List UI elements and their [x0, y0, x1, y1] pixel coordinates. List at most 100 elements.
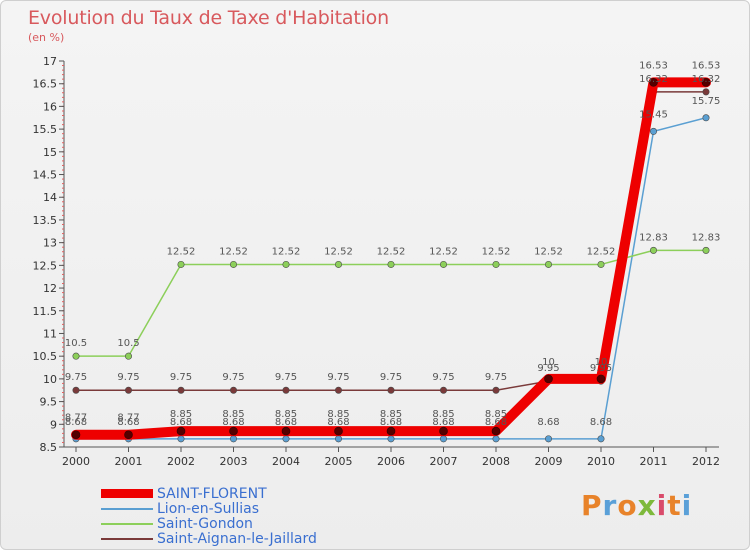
data-point — [125, 352, 133, 360]
data-label: 16.32 — [692, 74, 721, 85]
data-label: 12.83 — [639, 232, 668, 243]
data-label: 9.75 — [170, 372, 192, 383]
data-label: 9.95 — [590, 363, 612, 374]
data-point — [281, 426, 291, 436]
y-tick-label: 16 — [43, 100, 57, 113]
data-point — [124, 430, 133, 440]
data-point — [334, 260, 342, 268]
data-label: 9.75 — [327, 372, 349, 383]
x-tick-label: 2003 — [220, 455, 248, 468]
data-label-layer: 8.77 8.77 8.85 8.85 8.85 8.85 8.85 8.85 8.85 10 10… — [65, 60, 720, 427]
y-tick-label: 10.5 — [33, 350, 58, 363]
chart-unit: (en %) — [28, 31, 65, 44]
legend: SAINT-FLORENT Lion-en-Sullias Saint-Gondon… — [101, 485, 317, 547]
data-point — [334, 426, 343, 436]
legend-swatch — [101, 522, 153, 525]
legend-swatch — [101, 489, 153, 498]
x-tick-label: 2009 — [535, 455, 563, 468]
data-point — [177, 260, 185, 268]
data-point — [491, 426, 501, 436]
data-label: 10.5 — [65, 338, 87, 349]
data-point — [702, 88, 710, 96]
legend-item: Saint-Aignan-le-Jaillard — [101, 530, 317, 547]
data-point — [544, 435, 552, 443]
data-point — [387, 260, 395, 268]
series-layer — [71, 77, 711, 443]
legend-swatch — [101, 537, 153, 540]
y-tick-label: 11 — [43, 327, 57, 340]
data-label: 10 — [542, 357, 555, 368]
data-point — [492, 260, 500, 268]
data-point — [282, 435, 290, 443]
data-point — [492, 435, 500, 443]
series-saint-aignan-le-jaillard — [72, 88, 710, 394]
y-tick-label: 14.5 — [33, 169, 58, 182]
data-label: 8.85 — [275, 409, 297, 420]
data-point — [334, 386, 342, 394]
y-tick-label: 8.5 — [40, 441, 58, 454]
axes: 8.5 9 9.5 10 10.5 11 11.5 12 12.5 13 13.5 14 14.5 15 1… — [33, 55, 721, 468]
data-label: 12.52 — [377, 246, 406, 257]
data-label: 16.32 — [639, 74, 668, 85]
data-label: 15.45 — [639, 109, 668, 120]
brand-letter: i — [681, 489, 693, 522]
y-tick-label: 9.5 — [40, 396, 58, 409]
x-tick-label: 2006 — [377, 455, 405, 468]
data-label: 9.95 — [537, 363, 559, 374]
legend-label: SAINT-FLORENT — [157, 485, 267, 502]
data-label: 16.53 — [639, 60, 668, 71]
data-point — [492, 386, 500, 394]
brand-letter: t — [667, 489, 682, 522]
data-label: 12.52 — [272, 246, 301, 257]
legend-label: Saint-Gondon — [157, 515, 253, 532]
data-label: 8.68 — [380, 417, 402, 428]
data-label: 8.68 — [485, 417, 507, 428]
data-label: 8.85 — [222, 409, 244, 420]
brand-letter: o — [617, 489, 638, 522]
data-label: 8.85 — [432, 409, 454, 420]
x-tick-label: 2012 — [692, 455, 720, 468]
data-point — [387, 386, 395, 394]
data-label: 9.75 — [222, 372, 244, 383]
data-point — [282, 260, 290, 268]
data-point — [439, 260, 447, 268]
y-tick-label: 13.5 — [33, 214, 58, 227]
data-label: 16.53 — [692, 60, 721, 71]
data-label: 8.85 — [380, 409, 402, 420]
data-point — [597, 260, 605, 268]
x-tick-label: 2000 — [62, 455, 90, 468]
series-saint-florent — [71, 77, 711, 440]
x-tick-label: 2005 — [325, 455, 353, 468]
y-tick-label: 14 — [43, 191, 57, 204]
data-label: 15.75 — [692, 96, 721, 107]
data-label: 8.85 — [485, 409, 507, 420]
data-label: 12.83 — [692, 232, 721, 243]
legend-label: Saint-Aignan-le-Jaillard — [157, 530, 317, 547]
data-label: 10 — [595, 357, 608, 368]
data-point — [230, 435, 238, 443]
data-label: 8.68 — [222, 417, 244, 428]
y-tick-label: 16.5 — [33, 78, 58, 91]
data-point — [71, 430, 81, 440]
data-label: 9.75 — [117, 372, 139, 383]
data-point — [439, 435, 447, 443]
data-point — [125, 386, 133, 394]
data-point — [176, 426, 186, 436]
data-label: 8.85 — [170, 409, 192, 420]
y-tick-label: 15 — [43, 146, 57, 159]
data-point — [229, 426, 238, 436]
data-label: 8.68 — [170, 417, 192, 428]
brand-letter: i — [656, 489, 668, 522]
data-label: 12.52 — [167, 246, 196, 257]
data-point — [702, 246, 710, 254]
data-label: 12.52 — [587, 246, 616, 257]
data-point — [439, 426, 448, 436]
data-point — [596, 374, 606, 384]
data-label: 9.75 — [432, 372, 454, 383]
chart-title: Evolution du Taux de Taxe d'Habitation — [28, 7, 389, 29]
data-label: 8.85 — [327, 409, 349, 420]
data-label: 9.75 — [65, 372, 87, 383]
data-point — [230, 386, 238, 394]
y-tick-label: 12 — [43, 282, 57, 295]
data-label: 8.77 — [117, 413, 139, 424]
